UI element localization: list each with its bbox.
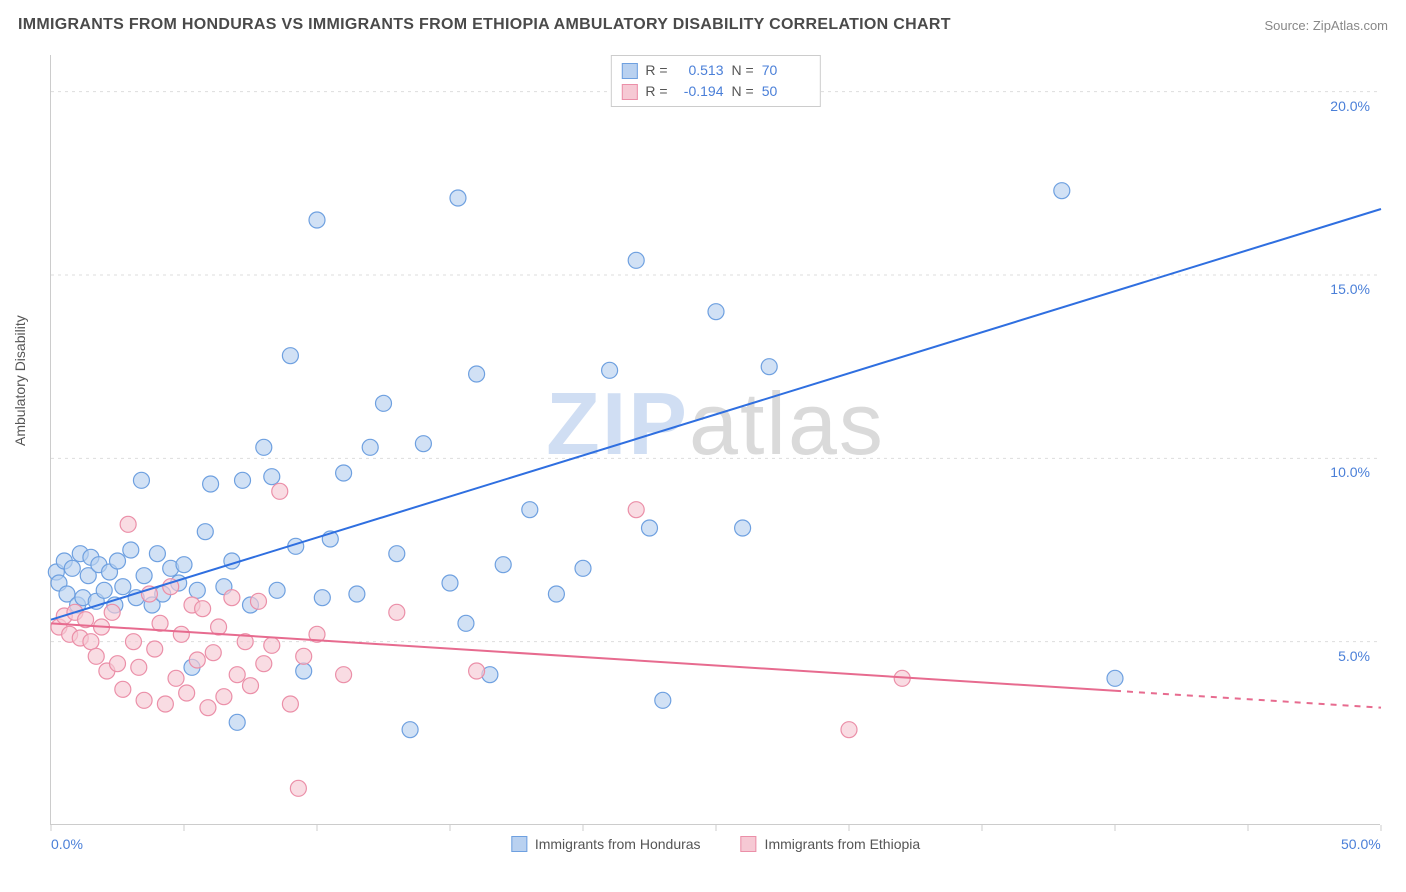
chart-title: IMMIGRANTS FROM HONDURAS VS IMMIGRANTS F… xyxy=(18,16,951,34)
y-tick-label: 10.0% xyxy=(1330,464,1370,480)
legend-swatch xyxy=(511,836,527,852)
n-label: N = xyxy=(732,60,754,81)
legend-swatch xyxy=(621,63,637,79)
r-value: -0.194 xyxy=(676,81,724,102)
bottom-legend-label: Immigrants from Honduras xyxy=(535,836,701,852)
title-bar: IMMIGRANTS FROM HONDURAS VS IMMIGRANTS F… xyxy=(18,16,1388,34)
bottom-legend-label: Immigrants from Ethiopia xyxy=(765,836,921,852)
legend-swatch xyxy=(741,836,757,852)
stats-legend-row: R = 0.513 N = 70 xyxy=(621,60,809,81)
legend-swatch xyxy=(621,84,637,100)
r-value: 0.513 xyxy=(676,60,724,81)
n-value: 70 xyxy=(762,60,810,81)
x-tick-label: 50.0% xyxy=(1341,836,1381,852)
stats-legend-row: R = -0.194 N = 50 xyxy=(621,81,809,102)
y-axis-label: Ambulatory Disability xyxy=(12,315,28,446)
y-tick-label: 15.0% xyxy=(1330,281,1370,297)
plot-area: ZIPatlas R =0.513N =70R =-0.194N =50 Imm… xyxy=(50,55,1380,825)
r-label: R = xyxy=(645,60,667,81)
y-tick-label: 20.0% xyxy=(1330,98,1370,114)
n-value: 50 xyxy=(762,81,810,102)
x-tick-label: 0.0% xyxy=(51,836,83,852)
r-label: R = xyxy=(645,81,667,102)
bottom-legend: Immigrants from Honduras Immigrants from … xyxy=(511,836,920,852)
source-label: Source: ZipAtlas.com xyxy=(1264,18,1388,33)
y-tick-label: 5.0% xyxy=(1338,648,1370,664)
stats-legend: R = 0.513 N = 70 R = -0.194 N = 50 xyxy=(610,55,820,107)
bottom-legend-item: Immigrants from Honduras xyxy=(511,836,701,852)
chart-svg xyxy=(51,55,1380,824)
n-label: N = xyxy=(732,81,754,102)
bottom-legend-item: Immigrants from Ethiopia xyxy=(741,836,921,852)
